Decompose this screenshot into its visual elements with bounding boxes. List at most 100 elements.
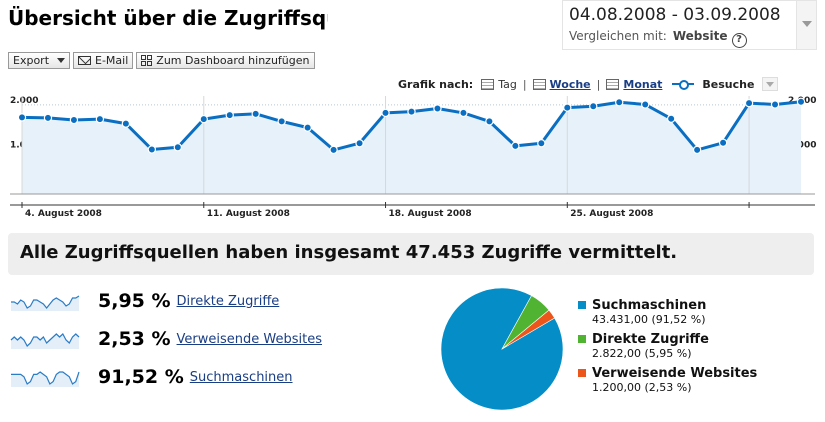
legend-item: Verweisende Websites 1.200,00 (2,53 %) <box>578 366 757 394</box>
graph-by-day-label[interactable]: Tag <box>498 77 517 91</box>
sparkline <box>10 333 80 349</box>
legend-value: 43.431,00 (91,52 %) <box>592 313 706 326</box>
calendar-week-icon <box>532 78 546 90</box>
calendar-day-icon <box>481 78 495 90</box>
data-point <box>615 98 624 107</box>
data-point <box>718 138 728 147</box>
sparkline-line <box>11 295 80 309</box>
data-point <box>355 139 364 148</box>
graph-by-week[interactable]: Woche <box>532 77 591 91</box>
export-button[interactable]: Export <box>8 52 71 69</box>
dashboard-icon <box>141 55 153 66</box>
data-point <box>407 107 416 116</box>
legend-swatch <box>578 369 586 377</box>
sparkline-area <box>11 372 79 387</box>
data-point <box>43 113 53 123</box>
graph-by-week-link[interactable]: Woche <box>549 77 591 91</box>
sparkline-area <box>11 296 79 311</box>
date-range-picker[interactable]: 04.08.2008 - 03.09.2008 Vergleichen mit:… <box>562 0 817 50</box>
legend-item: Direkte Zugriffe 2.822,00 (5,95 %) <box>578 332 757 360</box>
data-point <box>485 117 494 126</box>
graph-by-month[interactable]: Monat <box>606 78 662 91</box>
sparkline <box>11 371 80 387</box>
x-tick-label: 18. August 2008 <box>389 209 472 219</box>
source-percentage: 5,95 % <box>98 290 171 312</box>
help-icon[interactable]: ? <box>731 33 747 48</box>
dashboard-label: Zum Dashboard hinzufügen <box>156 54 310 67</box>
x-tick-label: 25. August 2008 <box>570 209 653 219</box>
source-row: 2,53 % Verweisende Websites <box>10 326 322 352</box>
compare-value: Website <box>672 29 728 43</box>
data-point <box>251 109 260 119</box>
pie-legend: Suchmaschinen 43.431,00 (91,52 %) Direkte … <box>578 298 757 400</box>
data-point <box>173 143 182 152</box>
compare-row: Vergleichen mit: Website? <box>569 29 747 48</box>
pie-slice <box>501 309 555 350</box>
graph-by-label: Grafik nach: <box>398 77 474 91</box>
data-point <box>537 139 546 148</box>
sparkline-line <box>10 333 80 347</box>
data-point <box>796 97 806 106</box>
date-range-dropdown-button[interactable] <box>796 1 816 49</box>
compare-label: Vergleichen mit: <box>569 29 667 43</box>
data-point <box>666 114 676 123</box>
data-point <box>692 145 702 155</box>
sources-pie-chart <box>440 287 564 411</box>
series-selector-label[interactable]: Besuche <box>702 77 755 91</box>
legend-name: Verweisende Websites <box>592 366 758 381</box>
data-point <box>17 113 27 122</box>
email-button[interactable]: E-Mail <box>73 52 134 69</box>
data-point <box>121 119 131 128</box>
legend-swatch <box>578 301 586 309</box>
calendar-month-icon <box>606 78 620 90</box>
data-point <box>329 145 338 155</box>
data-point <box>147 145 157 154</box>
date-range-text[interactable]: 04.08.2008 - 03.09.2008 <box>569 5 781 25</box>
legend-name: Direkte Zugriffe <box>592 332 709 347</box>
data-point <box>95 114 105 124</box>
line-series-icon <box>672 79 695 90</box>
source-link[interactable]: Direkte Zugriffe <box>176 293 280 309</box>
source-link[interactable]: Verweisende Websites <box>176 331 322 347</box>
export-label: Export <box>13 54 50 67</box>
legend-value: 2.822,00 (5,95 %) <box>592 347 692 360</box>
data-point <box>641 100 650 109</box>
dropdown-arrow-icon <box>57 58 66 63</box>
legend-item: Suchmaschinen 43.431,00 (91,52 %) <box>578 298 757 326</box>
mail-icon <box>78 56 92 65</box>
chevron-down-icon <box>802 21 812 27</box>
y-tick-label-left: 2.000 <box>10 96 38 106</box>
data-point <box>511 141 520 151</box>
x-tick-label: 4. August 2008 <box>25 209 102 219</box>
graph-by-month-link[interactable]: Monat <box>623 77 663 91</box>
source-percentage: 91,52 % <box>98 366 184 388</box>
data-point <box>589 102 598 111</box>
source-row: 5,95 % Direkte Zugriffe <box>10 288 279 314</box>
source-percentage: 2,53 % <box>98 328 171 350</box>
source-link[interactable]: Suchmaschinen <box>189 369 293 385</box>
data-point <box>381 108 390 118</box>
summary-banner: Alle Zugriffsquellen haben insgesamt 47.… <box>8 233 814 275</box>
data-point <box>303 123 312 132</box>
visits-area <box>22 101 801 194</box>
legend-swatch <box>578 335 586 343</box>
data-point <box>277 117 286 126</box>
toolbar: Export E-Mail Zum Dashboard hinzufügen <box>8 52 315 69</box>
data-point <box>199 114 208 124</box>
graph-by-day[interactable]: Tag <box>481 78 517 91</box>
data-point <box>459 108 468 118</box>
data-point <box>744 98 754 108</box>
legend-value: 1.200,00 (2,53 %) <box>592 381 692 394</box>
data-point <box>563 103 572 112</box>
page-title: Übersicht über die Zugriffsqu <box>8 6 328 30</box>
series-dropdown-button[interactable] <box>762 77 779 91</box>
sparkline <box>11 295 80 311</box>
data-point <box>433 104 442 113</box>
add-to-dashboard-button[interactable]: Zum Dashboard hinzufügen <box>136 52 315 69</box>
data-point <box>225 110 234 120</box>
data-point <box>770 100 780 109</box>
data-point <box>69 115 79 125</box>
graph-by-controls: Grafik nach: Tag | Woche | Monat Besuche <box>398 77 779 91</box>
sparkline-area <box>11 334 79 349</box>
